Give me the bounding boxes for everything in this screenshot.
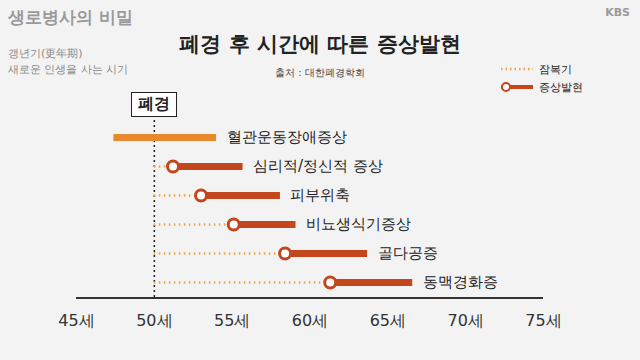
svg-text:50세: 50세: [136, 311, 172, 330]
html-text:생로병사의 비밀: 생로병사의 비밀: [8, 7, 133, 27]
svg-text:60세: 60세: [292, 311, 328, 330]
svg-text:45세: 45세: [58, 311, 94, 330]
svg-text:65세: 65세: [370, 311, 406, 330]
svg-text:75세: 75세: [525, 311, 561, 330]
svg-text:비뇨생식기증상: 비뇨생식기증상: [306, 215, 411, 233]
html-text:출처 : 대한폐경학회: 출처 : 대한폐경학회: [275, 67, 365, 78]
svg-text:피부위축: 피부위축: [290, 186, 350, 204]
html-text:잠복기: 잠복기: [539, 62, 572, 76]
html-text:KBS: KBS: [605, 6, 630, 19]
html-text:증상발현: 증상발현: [539, 80, 583, 94]
html-text:폐경 후 시간에 따른 증상발현: 폐경 후 시간에 따른 증상발현: [179, 32, 461, 56]
svg-text:동맥경화증: 동맥경화증: [423, 273, 498, 291]
html-text:새로운 인생을 사는 시기: 새로운 인생을 사는 시기: [8, 63, 129, 76]
html-text:폐경: 폐경: [137, 94, 170, 113]
svg-text:심리적/정신적 증상: 심리적/정신적 증상: [253, 157, 383, 175]
html-text:갱년기(更年期): 갱년기(更年期): [8, 47, 83, 60]
svg-text:혈관운동장애증상: 혈관운동장애증상: [227, 128, 347, 146]
svg-text:55세: 55세: [214, 311, 250, 330]
svg-text:골다공증: 골다공증: [378, 244, 438, 262]
svg-text:70세: 70세: [447, 311, 483, 330]
